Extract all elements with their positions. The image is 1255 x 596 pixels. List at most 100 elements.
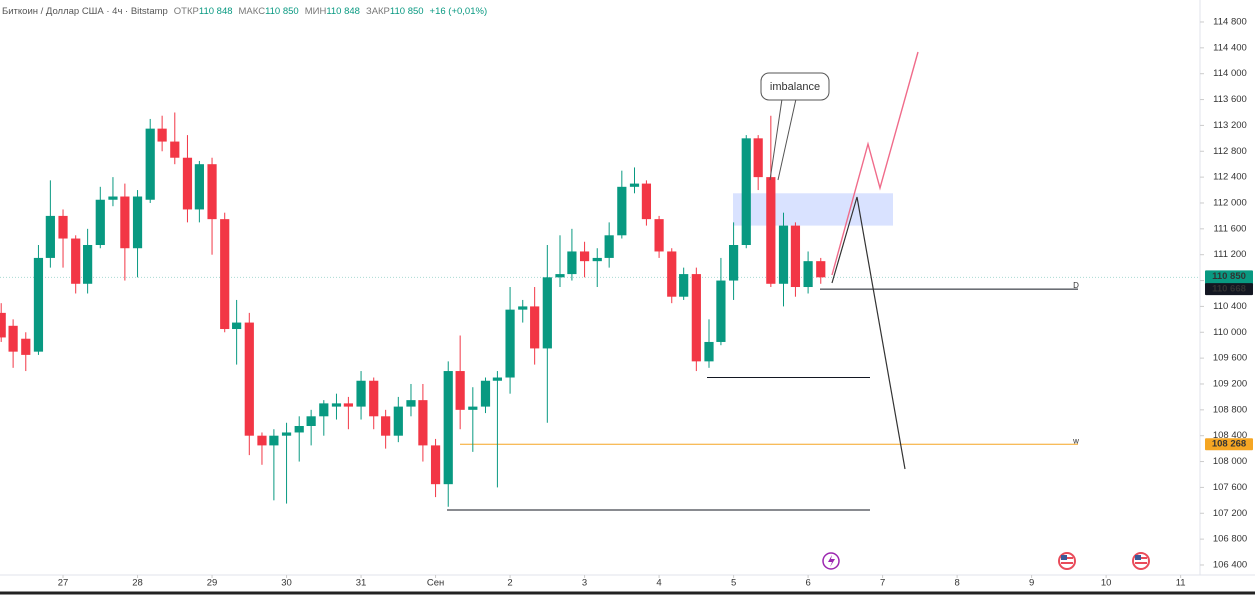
x-tick-label: 28 bbox=[132, 578, 143, 589]
candle-body bbox=[753, 138, 763, 178]
candle-body bbox=[790, 225, 801, 288]
candle-body bbox=[667, 251, 677, 297]
level-badge bbox=[1205, 283, 1253, 296]
candle-body bbox=[418, 400, 428, 446]
candle-body bbox=[8, 325, 18, 352]
y-tick-label: 111 200 bbox=[1214, 249, 1247, 260]
bearish-projection bbox=[831, 196, 906, 470]
lightning bbox=[828, 555, 835, 567]
candle-body bbox=[0, 312, 6, 338]
candle-body bbox=[629, 183, 640, 187]
y-tick-label: 111 600 bbox=[1214, 223, 1247, 234]
y-tick-label: 109 600 bbox=[1213, 353, 1247, 364]
candle-body bbox=[393, 406, 403, 436]
candle-body bbox=[194, 164, 204, 210]
candle-body bbox=[58, 215, 68, 239]
candle-body bbox=[306, 416, 316, 426]
candle-body bbox=[145, 128, 155, 200]
candle-body bbox=[679, 274, 689, 297]
candle-body bbox=[269, 435, 279, 446]
ohlc-label: МАКС bbox=[238, 6, 266, 17]
ohlc-label: ОТКР bbox=[173, 6, 199, 17]
symbol-title: Биткоин / Доллар США · 4ч · Bitstamp bbox=[2, 6, 168, 17]
candle-body bbox=[604, 235, 614, 258]
candle-body bbox=[728, 244, 739, 281]
candle-body bbox=[170, 141, 180, 158]
candle-body bbox=[741, 138, 751, 245]
callout-pointer bbox=[777, 98, 797, 181]
candle-body bbox=[530, 306, 540, 349]
x-tick-label: 3 bbox=[582, 578, 587, 589]
y-tick-label: 112 000 bbox=[1213, 197, 1247, 208]
y-tick-label: 114 000 bbox=[1213, 68, 1247, 79]
candle-body bbox=[33, 257, 44, 352]
candle-body bbox=[120, 196, 130, 249]
x-tick-label: 5 bbox=[731, 578, 736, 589]
imbalance-zone bbox=[733, 193, 893, 226]
price-change: +16 (+0,01%) bbox=[429, 6, 488, 17]
y-tick-label: 110 400 bbox=[1213, 301, 1247, 312]
candle-body bbox=[691, 274, 701, 362]
x-tick-label: 7 bbox=[880, 578, 885, 589]
candle-body bbox=[443, 371, 453, 485]
candle-body bbox=[343, 403, 353, 407]
symbol-header: Биткоин / Доллар США · 4ч · Bitstamp ОТКР… bbox=[2, 6, 493, 17]
x-tick-label: Сен bbox=[427, 578, 444, 589]
candle-body bbox=[492, 377, 503, 381]
x-tick-label: 11 bbox=[1176, 578, 1186, 589]
y-tick-label: 109 200 bbox=[1213, 378, 1247, 389]
us-flag-icon[interactable] bbox=[1132, 552, 1150, 570]
candle-body bbox=[766, 177, 776, 284]
y-tick-label: 112 800 bbox=[1213, 146, 1247, 157]
candle-body bbox=[232, 322, 242, 330]
x-tick-label: 10 bbox=[1101, 578, 1112, 589]
x-tick-label: 4 bbox=[656, 578, 661, 589]
y-tick-label: 108 800 bbox=[1213, 404, 1247, 415]
plot-area bbox=[0, 112, 1200, 511]
candle-body bbox=[816, 261, 826, 278]
x-tick-label: 29 bbox=[207, 578, 218, 589]
candle-body bbox=[369, 380, 379, 417]
bullish-projection bbox=[831, 51, 919, 276]
callout-box bbox=[760, 72, 830, 101]
candle-body bbox=[319, 403, 329, 417]
candle-body bbox=[617, 186, 627, 236]
candle-body bbox=[430, 445, 441, 485]
candle-body bbox=[244, 322, 254, 436]
last-price-label: 110 850 bbox=[1212, 271, 1246, 282]
candle-body bbox=[356, 380, 366, 407]
candle-body bbox=[21, 338, 31, 355]
candle-body bbox=[157, 128, 167, 142]
candle-body bbox=[220, 219, 230, 330]
candle-body bbox=[654, 219, 664, 252]
y-tick-label: 107 600 bbox=[1213, 482, 1247, 493]
candle-body bbox=[257, 435, 267, 446]
ohlc-value: 110 848 bbox=[198, 6, 233, 17]
candle-body bbox=[803, 261, 813, 288]
y-tick-label: 106 800 bbox=[1213, 534, 1247, 545]
callout-text: imbalance bbox=[770, 81, 820, 93]
candle-body bbox=[704, 341, 714, 362]
ohlc-label: ЗАКР bbox=[365, 6, 390, 17]
candle-body bbox=[95, 199, 105, 245]
candle-body bbox=[641, 183, 652, 220]
x-tick-label: 27 bbox=[58, 578, 69, 589]
candle-body bbox=[468, 406, 478, 410]
y-tick-label: 112 400 bbox=[1213, 172, 1247, 183]
us-flag-icon[interactable] bbox=[1058, 552, 1076, 570]
candle-body bbox=[567, 251, 577, 275]
y-tick-label: 106 400 bbox=[1213, 559, 1247, 570]
candle-body bbox=[406, 400, 416, 407]
candle-body bbox=[45, 215, 55, 258]
y-tick-label: 113 200 bbox=[1213, 120, 1247, 131]
level-label: 108 268 bbox=[1212, 439, 1246, 450]
y-tick-label: 114 400 bbox=[1213, 42, 1247, 53]
y-tick-label: 114 800 bbox=[1213, 16, 1247, 27]
ohlc-label: МИН bbox=[304, 6, 327, 17]
candle-body bbox=[132, 196, 143, 249]
candle-body bbox=[381, 416, 391, 436]
callout-pointer bbox=[769, 98, 783, 181]
x-tick-label: 9 bbox=[1029, 578, 1034, 589]
candle-body bbox=[505, 309, 515, 378]
